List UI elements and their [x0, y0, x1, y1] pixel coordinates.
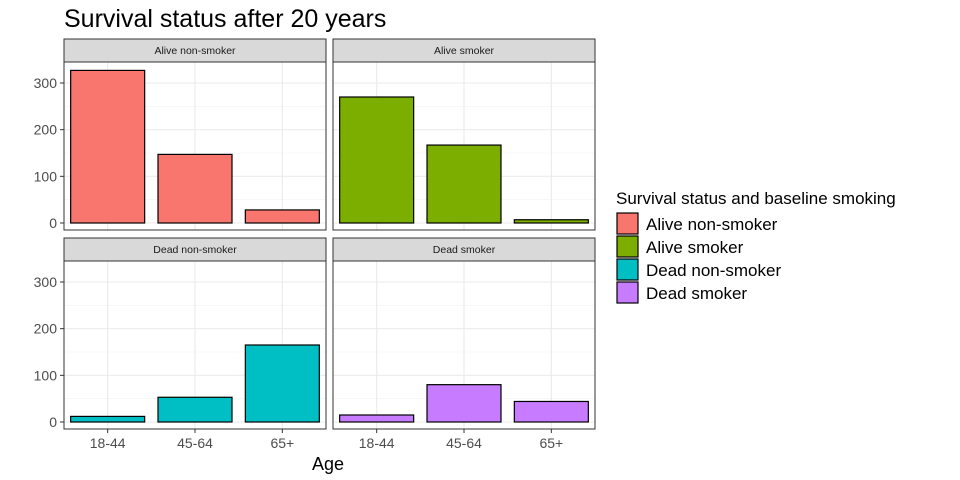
legend-label: Dead smoker [646, 284, 747, 303]
legend-label: Dead non-smoker [646, 261, 781, 280]
facet-strip-label: Alive smoker [434, 45, 495, 57]
y-axis: 0 100 200 300 0 100 200 300 [34, 75, 64, 430]
legend-swatch [616, 258, 639, 281]
x-tick-label: 18-44 [359, 435, 395, 451]
panel-dead-smoker: Dead smoker [332, 237, 596, 430]
x-axis-title: Age [312, 454, 344, 474]
y-tick-label: 0 [49, 215, 57, 231]
y-tick-label: 300 [34, 75, 58, 91]
bar-dead-smoker-45-64 [426, 384, 502, 423]
y-tick-label: 200 [34, 122, 58, 138]
x-tick-label: 65+ [270, 435, 294, 451]
y-tick-label: 100 [34, 168, 58, 184]
bar-alive-smoker-18-44 [339, 96, 415, 224]
bar-dead-smoker-18-44 [339, 414, 415, 423]
legend-title: Survival status and baseline smoking [616, 189, 896, 208]
facet-strip [332, 237, 596, 262]
facet-panels: Alive non-smoker Alive smoker Dead non-smo… [63, 38, 596, 430]
legend-swatch [616, 281, 639, 304]
legend-swatch [616, 235, 639, 258]
legend-item-alive-non-smoker: Alive non-smoker [616, 212, 778, 235]
legend-label: Alive smoker [646, 238, 744, 257]
panel-alive-non-smoker: Alive non-smoker [63, 38, 327, 231]
facet-strip [63, 38, 327, 63]
y-tick-label: 300 [34, 274, 58, 290]
panel-alive-smoker: Alive smoker [332, 38, 596, 231]
facet-strip-label: Dead smoker [433, 244, 496, 256]
bar-alive-non-smoker-18-44 [70, 69, 146, 224]
y-tick-label: 200 [34, 321, 58, 337]
x-tick-label: 65+ [539, 435, 563, 451]
facet-strip-label: Dead non-smoker [153, 244, 237, 256]
facet-strip [63, 237, 327, 262]
facet-strip-label: Alive non-smoker [154, 45, 236, 57]
bar-dead-non-smoker-18-44 [70, 415, 146, 423]
legend-item-dead-non-smoker: Dead non-smoker [616, 258, 781, 281]
x-tick-label: 45-64 [446, 435, 482, 451]
x-axis: 18-44 45-64 65+ 18-44 45-64 65+ [90, 429, 563, 451]
bar-alive-non-smoker-65 [244, 209, 320, 224]
legend: Survival status and baseline smoking Ali… [616, 189, 896, 304]
y-tick-label: 0 [49, 414, 57, 430]
legend-item-dead-smoker: Dead smoker [616, 281, 747, 304]
bar-alive-smoker-65 [513, 219, 589, 224]
legend-item-alive-smoker: Alive smoker [616, 235, 744, 258]
x-tick-label: 45-64 [177, 435, 213, 451]
bar-dead-non-smoker-45-64 [157, 396, 233, 423]
panel-dead-non-smoker: Dead non-smoker [63, 237, 327, 430]
facet-strip [332, 38, 596, 63]
bar-dead-non-smoker-65 [244, 344, 320, 423]
legend-swatch [616, 212, 639, 235]
bar-alive-smoker-45-64 [426, 144, 502, 224]
bar-dead-smoker-65 [513, 400, 589, 423]
legend-label: Alive non-smoker [646, 215, 778, 234]
y-tick-label: 100 [34, 367, 58, 383]
x-tick-label: 18-44 [90, 435, 126, 451]
bar-alive-non-smoker-45-64 [157, 153, 233, 224]
chart-title: Survival status after 20 years [64, 5, 386, 33]
